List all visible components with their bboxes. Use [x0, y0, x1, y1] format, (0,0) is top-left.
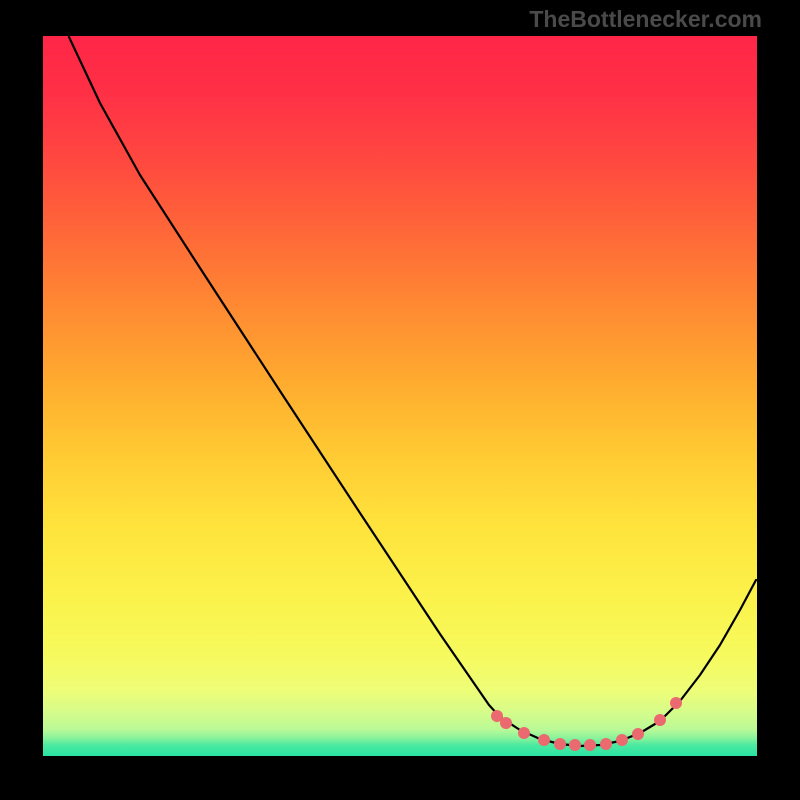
watermark-text: TheBottlenecker.com	[529, 6, 762, 33]
chart-plot-area	[43, 36, 757, 756]
chart-canvas: TheBottlenecker.com	[0, 0, 800, 800]
